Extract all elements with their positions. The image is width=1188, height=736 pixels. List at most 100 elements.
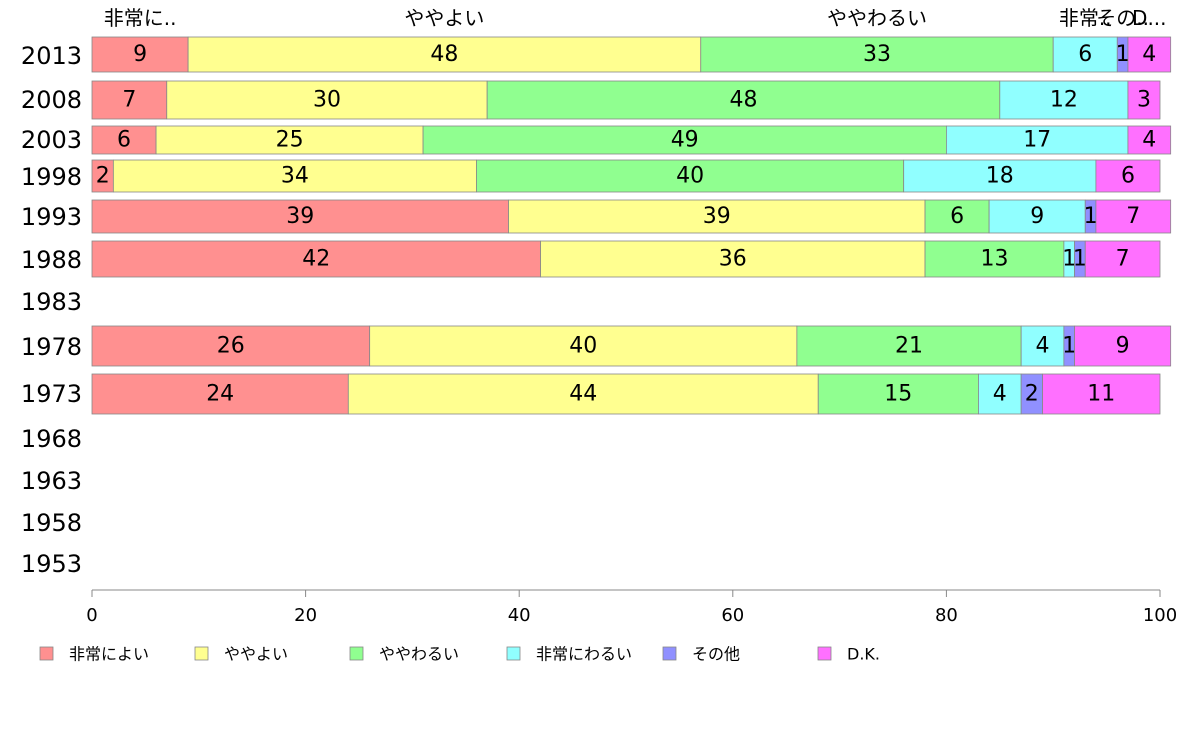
data-label: 12 [1050, 88, 1078, 113]
legend-label: ややよい [224, 645, 288, 664]
category-label: 2013 [21, 42, 82, 70]
data-label: 24 [206, 382, 234, 407]
data-label: 1 [1084, 204, 1098, 229]
bar-segment [903, 159, 1097, 193]
data-label: 1 [1062, 334, 1076, 359]
bar-segment [91, 373, 349, 415]
bar-segment [1127, 125, 1172, 155]
legend-label: その他 [692, 645, 740, 664]
top-series-label: ややよい [404, 6, 484, 30]
data-label: 6 [1121, 164, 1135, 189]
data-label: 25 [276, 128, 304, 153]
legend-label: 非常にわるい [536, 645, 632, 664]
legend-swatch [349, 646, 364, 661]
category-label: 2008 [21, 86, 82, 114]
data-label: 4 [1142, 128, 1156, 153]
x-tick-label: 80 [935, 605, 958, 626]
data-label: 36 [719, 247, 747, 272]
data-label: 1 [1116, 42, 1130, 67]
bar-segment [1074, 325, 1172, 367]
data-label: 34 [281, 164, 309, 189]
top-labels: 非常に.. ややよい ややわるい 非常..その..D... [104, 6, 1167, 30]
data-label: 26 [217, 334, 245, 359]
legend-swatch [662, 646, 677, 661]
data-label: 6 [950, 204, 964, 229]
bar-segment [946, 125, 1129, 155]
legend-label: ややわるい [379, 645, 459, 664]
data-label: 9 [133, 42, 147, 67]
top-series-label: 非常に.. [104, 6, 177, 30]
bar-segment [91, 240, 541, 278]
bar-segment [347, 373, 819, 415]
bar-segment [508, 199, 926, 234]
data-label: 9 [1030, 204, 1044, 229]
top-series-label: ややわるい [827, 6, 927, 30]
category-label: 1988 [21, 246, 82, 274]
category-label: 1968 [21, 425, 82, 453]
bar-segment [369, 325, 798, 367]
data-label: 42 [302, 247, 330, 272]
data-label: 1 [1062, 247, 1076, 272]
bar-segment [1095, 199, 1172, 234]
legend-swatch [817, 646, 832, 661]
bar-segment [91, 36, 189, 73]
data-label: 9 [1116, 334, 1130, 359]
x-tick-label: 20 [294, 605, 317, 626]
legend: 非常によい ややよい ややわるい 非常にわるい その他 D.K. [39, 645, 880, 664]
x-tick-label: 40 [508, 605, 531, 626]
data-label: 48 [730, 88, 758, 113]
x-tick-label: 100 [1143, 605, 1177, 626]
bar-segment [91, 80, 168, 120]
category-label: 1963 [21, 467, 82, 495]
data-label: 1 [1073, 247, 1087, 272]
category-label: 1953 [21, 550, 82, 578]
data-label: 39 [286, 204, 314, 229]
data-label: 11 [1087, 382, 1115, 407]
category-label: 1978 [21, 333, 82, 361]
category-label: 1993 [21, 203, 82, 231]
bar-segment [540, 240, 926, 278]
category-label: 1998 [21, 163, 82, 191]
bar-segment [1042, 373, 1161, 415]
data-label: 40 [569, 334, 597, 359]
bar-segment [91, 125, 157, 155]
category-label: 1958 [21, 509, 82, 537]
category-label: 2003 [21, 126, 82, 154]
bar-segment [924, 199, 990, 234]
data-label: 4 [1142, 42, 1156, 67]
data-label: 21 [895, 334, 923, 359]
data-label: 4 [1036, 334, 1050, 359]
data-label: 6 [117, 128, 131, 153]
data-label: 18 [986, 164, 1014, 189]
x-axis: 0 20 40 60 80 100 [86, 589, 1177, 626]
bar-segment [924, 240, 1065, 278]
data-label: 2 [96, 164, 110, 189]
bar-segment [486, 80, 1001, 120]
data-label: 2 [1025, 382, 1039, 407]
data-label: 33 [863, 42, 891, 67]
bar-segment [155, 125, 424, 155]
bar-segment [978, 373, 1022, 415]
legend-swatch [506, 646, 521, 661]
category-label: 1973 [21, 380, 82, 408]
bar-segment [1127, 36, 1172, 73]
data-label: 40 [676, 164, 704, 189]
legend-swatch [39, 646, 54, 661]
data-label: 17 [1023, 128, 1051, 153]
data-label: 48 [430, 42, 458, 67]
bar-segment [91, 199, 509, 234]
data-label: 6 [1078, 42, 1092, 67]
data-label: 7 [1126, 204, 1140, 229]
year-labels: 2013 2008 2003 1998 1993 1988 1983 1978 1973 1968… [21, 42, 82, 578]
data-label: 13 [981, 247, 1009, 272]
bar-segment [1052, 36, 1118, 73]
bar-segment [1020, 325, 1065, 367]
bar-segment [796, 325, 1022, 367]
data-label: 7 [1116, 247, 1130, 272]
data-label: 15 [884, 382, 912, 407]
legend-label: 非常によい [69, 645, 149, 664]
data-label: 39 [703, 204, 731, 229]
top-series-label: D... [1132, 6, 1166, 30]
bar-segment [422, 125, 947, 155]
